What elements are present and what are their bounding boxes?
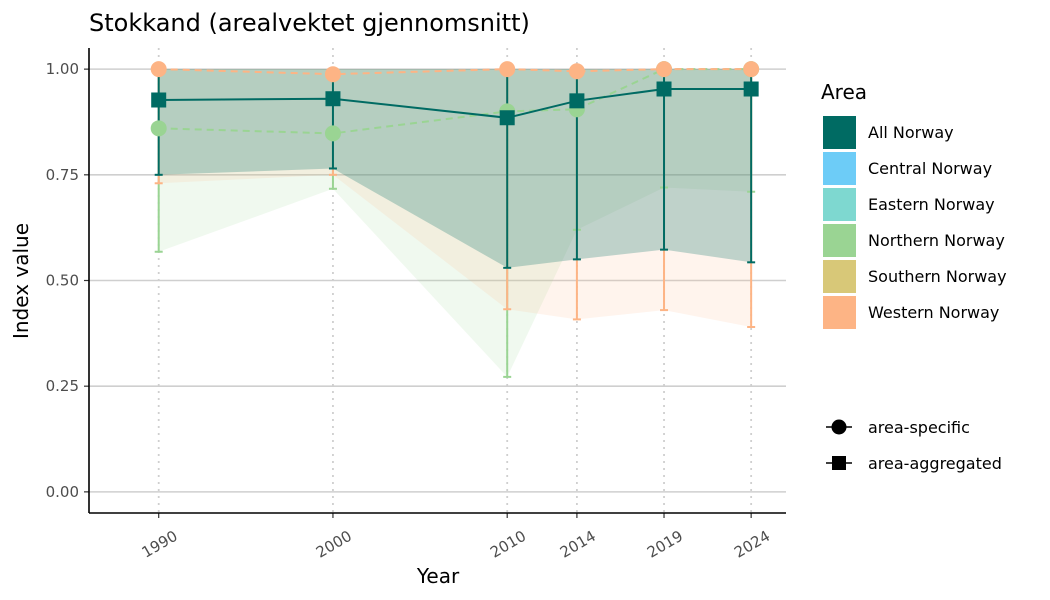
data-point: [499, 110, 515, 126]
data-point: [656, 61, 673, 78]
legend-label: area-aggregated: [868, 454, 1002, 473]
legend-key: [823, 296, 856, 329]
x-tick-label: 2010: [487, 527, 529, 562]
data-point: [325, 91, 341, 107]
legend-key: [823, 224, 856, 257]
legend-shape-square: [832, 456, 846, 470]
x-tick-label: 1990: [139, 527, 181, 562]
legend: Area All Norway Central Norway Eastern Nor…: [821, 80, 1007, 473]
y-axis-title: Index value: [9, 223, 33, 339]
ribbon-northern-norway: [158, 69, 752, 377]
data-point: [151, 92, 167, 108]
data-point: [324, 125, 341, 142]
y-tick-label: 0.00: [46, 483, 79, 501]
y-tick-label: 1.00: [46, 60, 79, 78]
legend-label: area-specific: [868, 418, 970, 437]
data-point: [150, 61, 167, 78]
legend-label: Central Norway: [868, 159, 992, 178]
x-tick-label: 2024: [731, 527, 773, 562]
y-tick-label: 0.50: [46, 272, 79, 290]
axes: [84, 48, 786, 518]
x-tick-label: 2000: [313, 527, 355, 562]
data-point: [324, 66, 341, 83]
y-tick-label: 0.75: [46, 166, 79, 184]
x-tick-label: 2019: [644, 527, 686, 562]
x-axis-title: Year: [416, 564, 460, 588]
data-point: [656, 81, 672, 97]
data-point: [150, 120, 167, 137]
legend-key: [823, 260, 856, 293]
legend-shape-circle: [831, 419, 847, 435]
data-point: [499, 61, 516, 78]
y-tick-label: 0.25: [46, 377, 79, 395]
data-point: [743, 81, 759, 97]
legend-label: Western Norway: [868, 303, 999, 322]
series-line-all-norway: [158, 88, 752, 119]
ribbon-all-norway: [158, 69, 752, 268]
legend-label: All Norway: [868, 123, 954, 142]
legend-title: Area: [821, 80, 867, 104]
x-tick-label: 2014: [557, 527, 599, 562]
legend-key: [823, 152, 856, 185]
series-line-western-norway: [158, 68, 752, 76]
legend-label: Southern Norway: [868, 267, 1007, 286]
data-point: [568, 63, 585, 80]
series-lines: [158, 68, 752, 135]
legend-key: [823, 188, 856, 221]
legend-key: [823, 116, 856, 149]
data-point: [569, 93, 585, 109]
series-points: [150, 61, 760, 142]
legend-label: Northern Norway: [868, 231, 1005, 250]
confidence-ribbons: [158, 69, 752, 377]
data-point: [743, 61, 760, 78]
legend-label: Eastern Norway: [868, 195, 995, 214]
chart-title: Stokkand (arealvektet gjennomsnitt): [89, 9, 530, 37]
